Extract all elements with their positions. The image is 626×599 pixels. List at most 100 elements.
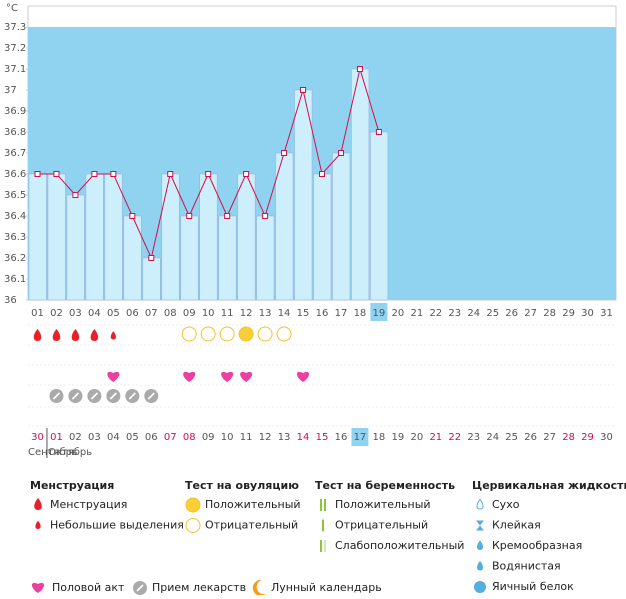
today-cycle-highlight (351, 428, 369, 446)
drop-icon (52, 329, 61, 341)
temp-bar (332, 152, 351, 301)
legend-icon (474, 581, 486, 593)
cycle-date: 16 (335, 432, 348, 443)
legend-item: Половой акт (52, 581, 125, 594)
pill-slash (90, 392, 98, 400)
month-label: Октябрь (48, 447, 92, 458)
temp-bar (47, 173, 66, 301)
pill-slash (109, 392, 117, 400)
cycle-date: 07 (164, 432, 177, 443)
heart-icon (107, 371, 120, 382)
medication-icon (106, 389, 121, 403)
cycle-date: 06 (145, 432, 158, 443)
cycle-date: 08 (183, 432, 196, 443)
cycle-date: 28 (562, 432, 575, 443)
day-label: 02 (50, 308, 63, 319)
temp-point (224, 213, 231, 219)
day-label: 08 (164, 308, 177, 319)
cycle-date: 22 (448, 432, 461, 443)
drop-icon (477, 560, 483, 571)
legend-item: Положительный (335, 498, 431, 511)
y-tick-label: 37 (4, 85, 17, 96)
temp-point (148, 255, 155, 261)
day-label: 23 (448, 308, 461, 319)
legend-item: Лунный календарь (271, 581, 382, 594)
legend-item: Клейкая (492, 519, 541, 532)
cycle-date: 24 (486, 432, 499, 443)
y-tick-label: 36.8 (4, 127, 26, 138)
cycle-date: 17 (354, 432, 367, 443)
temp-point (34, 171, 41, 177)
legend-icon (185, 497, 201, 513)
day-label: 11 (221, 308, 234, 319)
legend-icon (185, 518, 201, 533)
temp-point (262, 213, 269, 219)
temp-bar (313, 173, 332, 301)
cycle-date: 01 (50, 432, 63, 443)
day-label: 09 (183, 308, 196, 319)
temp-point (167, 171, 174, 177)
cycle-date: 04 (107, 432, 120, 443)
y-unit: °C (6, 3, 18, 14)
medication-icon (87, 389, 102, 403)
pill-slash (71, 392, 79, 400)
ovulation-negative (257, 326, 273, 342)
temp-bar (294, 89, 313, 301)
temp-bar (161, 173, 180, 301)
temp-point (205, 171, 212, 177)
y-tick-label: 36.6 (4, 169, 26, 180)
drop-icon (34, 498, 42, 510)
day-label: 19 (373, 308, 386, 319)
legend-item: Менструация (50, 498, 127, 511)
medication-icon (125, 389, 140, 403)
ovulation-negative (200, 326, 216, 342)
heart-icon (31, 582, 45, 593)
heart-icon (221, 371, 234, 382)
pill-slash (128, 392, 136, 400)
legend-item: Отрицательный (335, 519, 428, 532)
y-tick-label: 36.1 (4, 274, 26, 285)
cycle-date: 27 (543, 432, 556, 443)
temp-point (186, 213, 193, 219)
ovulation-positive (238, 326, 254, 342)
day-label: 07 (145, 308, 158, 319)
temp-point (337, 150, 344, 156)
moon-icon (252, 579, 266, 596)
cycle-date: 23 (467, 432, 480, 443)
day-label: 26 (505, 308, 518, 319)
cycle-date: 25 (505, 432, 518, 443)
cycle-date: 19 (392, 432, 405, 443)
cycle-date: 14 (297, 432, 310, 443)
day-label: 29 (562, 308, 575, 319)
legend-title: Менструация (30, 479, 114, 492)
day-label: 24 (467, 308, 480, 319)
legend-icon (476, 520, 484, 531)
legend-item: Водянистая (492, 560, 561, 573)
legend-title: Тест на овуляцию (185, 479, 299, 492)
legend-item: Слабоположительный (335, 539, 464, 552)
y-tick-label: 36.9 (4, 106, 26, 117)
y-tick-label: 37.1 (4, 64, 26, 75)
temp-bar (199, 173, 218, 301)
heart-icon (297, 371, 310, 382)
temp-bar (275, 152, 294, 301)
cycle-date: 09 (202, 432, 215, 443)
temp-bar (180, 215, 199, 301)
temp-point (72, 192, 79, 198)
legend-item: Сухо (492, 498, 520, 511)
legend-title: Тест на беременность (315, 479, 455, 492)
day-label: 28 (543, 308, 556, 319)
day-label: 17 (335, 308, 348, 319)
cycle-date: 26 (524, 432, 537, 443)
day-label: 13 (259, 308, 272, 319)
day-label: 14 (278, 308, 291, 319)
ovulation-negative (181, 326, 197, 342)
cycle-date: 10 (221, 432, 234, 443)
cycle-date: 12 (259, 432, 272, 443)
drop-icon (476, 498, 484, 510)
legend-item: Отрицательный (205, 519, 298, 532)
cycle-date: 21 (429, 432, 442, 443)
day-label: 27 (524, 308, 537, 319)
medication-icon (68, 389, 83, 403)
